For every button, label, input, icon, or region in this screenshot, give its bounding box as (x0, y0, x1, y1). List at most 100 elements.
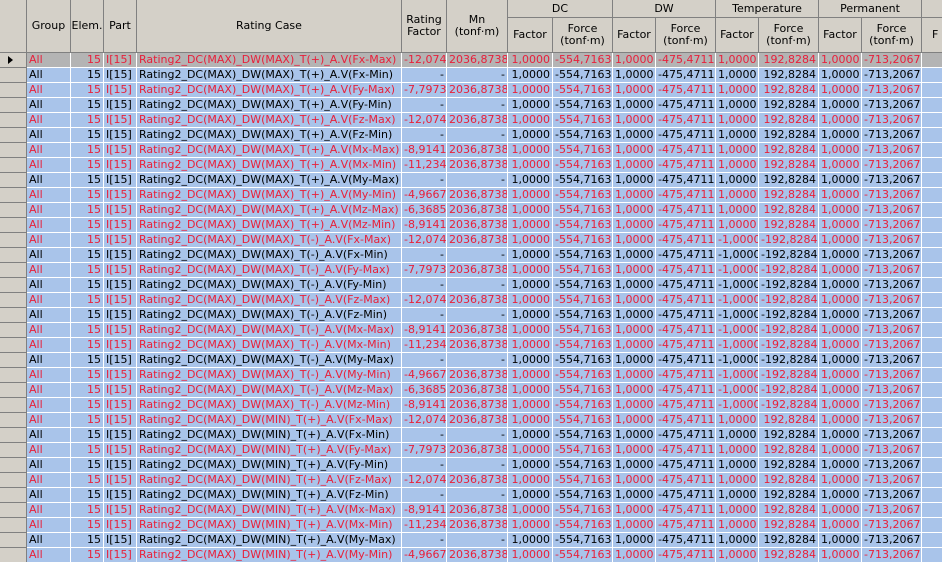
cell-rating-case[interactable]: Rating2_DC(MAX)_DW(MAX)_T(-)_A.V(Mx-Min) (137, 338, 402, 353)
cell-rating-case[interactable]: Rating2_DC(MAX)_DW(MAX)_T(+)_A.V(Fz-Max) (137, 113, 402, 128)
cell-group[interactable]: All (27, 173, 71, 188)
cell-mn[interactable]: 2036,8738 (447, 398, 508, 413)
cell-dw-factor[interactable]: 1,0000 (613, 83, 656, 98)
cell-next-partial[interactable] (922, 503, 942, 518)
cell-temperature-factor[interactable]: 1,0000 (716, 173, 759, 188)
cell-temperature-factor[interactable]: 1,0000 (716, 128, 759, 143)
cell-rating-case[interactable]: Rating2_DC(MAX)_DW(MIN)_T(+)_A.V(Mx-Min) (137, 518, 402, 533)
cell-dw-force[interactable]: -475,4711 (656, 308, 716, 323)
cell-permanent-force[interactable]: -713,2067 (862, 428, 922, 443)
cell-permanent-factor[interactable]: 1,0000 (819, 218, 862, 233)
cell-part[interactable]: I[15] (104, 518, 137, 533)
row-selector[interactable] (0, 83, 27, 98)
cell-permanent-factor[interactable]: 1,0000 (819, 398, 862, 413)
table-row[interactable]: All 15 I[15] Rating2_DC(MAX)_DW(MAX)_T(+)_A… (0, 143, 942, 158)
cell-elem[interactable]: 15 (71, 188, 104, 203)
cell-rating-case[interactable]: Rating2_DC(MAX)_DW(MAX)_T(+)_A.V(Fy-Max) (137, 83, 402, 98)
row-selector[interactable] (0, 218, 27, 233)
cell-dw-force[interactable]: -475,4711 (656, 548, 716, 562)
cell-next-partial[interactable] (922, 98, 942, 113)
cell-dc-force[interactable]: -554,7163 (553, 248, 613, 263)
cell-elem[interactable]: 15 (71, 233, 104, 248)
cell-mn[interactable]: - (447, 533, 508, 548)
cell-permanent-force[interactable]: -713,2067 (862, 128, 922, 143)
cell-next-partial[interactable] (922, 548, 942, 562)
cell-rating-case[interactable]: Rating2_DC(MAX)_DW(MIN)_T(+)_A.V(Fz-Max) (137, 473, 402, 488)
cell-rating-factor[interactable]: -12,074 (402, 413, 447, 428)
cell-temperature-force[interactable]: 192,8284 (759, 173, 819, 188)
cell-permanent-factor[interactable]: 1,0000 (819, 473, 862, 488)
table-row[interactable]: All 15 I[15] Rating2_DC(MAX)_DW(MAX)_T(-)_A… (0, 338, 942, 353)
cell-dw-factor[interactable]: 1,0000 (613, 53, 656, 68)
cell-dc-factor[interactable]: 1,0000 (508, 533, 553, 548)
cell-temperature-factor[interactable]: 1,0000 (716, 53, 759, 68)
cell-group[interactable]: All (27, 398, 71, 413)
cell-permanent-factor[interactable]: 1,0000 (819, 368, 862, 383)
col-header-elem[interactable]: Elem. (71, 0, 104, 53)
cell-mn[interactable]: - (447, 488, 508, 503)
cell-next-partial[interactable] (922, 278, 942, 293)
cell-rating-case[interactable]: Rating2_DC(MAX)_DW(MAX)_T(+)_A.V(Mz-Min) (137, 218, 402, 233)
cell-rating-case[interactable]: Rating2_DC(MAX)_DW(MAX)_T(+)_A.V(Fz-Min) (137, 128, 402, 143)
cell-mn[interactable]: 2036,8738 (447, 338, 508, 353)
row-selector[interactable] (0, 458, 27, 473)
cell-next-partial[interactable] (922, 323, 942, 338)
cell-temperature-force[interactable]: 192,8284 (759, 488, 819, 503)
cell-mn[interactable]: - (447, 248, 508, 263)
cell-rating-factor[interactable]: -11,234 (402, 158, 447, 173)
table-row[interactable]: All 15 I[15] Rating2_DC(MAX)_DW(MAX)_T(-)_A… (0, 278, 942, 293)
cell-dc-factor[interactable]: 1,0000 (508, 413, 553, 428)
cell-permanent-factor[interactable]: 1,0000 (819, 338, 862, 353)
cell-dw-force[interactable]: -475,4711 (656, 263, 716, 278)
table-row[interactable]: All 15 I[15] Rating2_DC(MAX)_DW(MAX)_T(-)_A… (0, 398, 942, 413)
cell-permanent-force[interactable]: -713,2067 (862, 488, 922, 503)
cell-next-partial[interactable] (922, 218, 942, 233)
cell-rating-factor[interactable]: -7,7973 (402, 443, 447, 458)
cell-permanent-factor[interactable]: 1,0000 (819, 323, 862, 338)
cell-next-partial[interactable] (922, 383, 942, 398)
row-selector[interactable] (0, 338, 27, 353)
cell-dw-force[interactable]: -475,4711 (656, 188, 716, 203)
cell-dc-factor[interactable]: 1,0000 (508, 368, 553, 383)
col-header-temperature-force[interactable]: Force (tonf·m) (759, 18, 819, 53)
cell-rating-factor[interactable]: - (402, 248, 447, 263)
table-row[interactable]: All 15 I[15] Rating2_DC(MAX)_DW(MAX)_T(+)_A… (0, 83, 942, 98)
cell-rating-case[interactable]: Rating2_DC(MAX)_DW(MAX)_T(+)_A.V(Fx-Min) (137, 68, 402, 83)
cell-part[interactable]: I[15] (104, 428, 137, 443)
cell-rating-factor[interactable]: - (402, 128, 447, 143)
cell-rating-factor[interactable]: -4,9667 (402, 548, 447, 562)
col-header-next-partial[interactable]: F (922, 18, 942, 53)
cell-dc-factor[interactable]: 1,0000 (508, 188, 553, 203)
cell-part[interactable]: I[15] (104, 188, 137, 203)
cell-next-partial[interactable] (922, 398, 942, 413)
cell-rating-factor[interactable]: - (402, 428, 447, 443)
cell-group[interactable]: All (27, 353, 71, 368)
cell-temperature-factor[interactable]: 1,0000 (716, 458, 759, 473)
cell-mn[interactable]: 2036,8738 (447, 323, 508, 338)
cell-temperature-factor[interactable]: -1,0000 (716, 383, 759, 398)
cell-temperature-force[interactable]: 192,8284 (759, 218, 819, 233)
cell-permanent-force[interactable]: -713,2067 (862, 143, 922, 158)
row-selector[interactable] (0, 263, 27, 278)
cell-permanent-force[interactable]: -713,2067 (862, 503, 922, 518)
cell-temperature-factor[interactable]: 1,0000 (716, 488, 759, 503)
table-row[interactable]: All 15 I[15] Rating2_DC(MAX)_DW(MAX)_T(-)_A… (0, 293, 942, 308)
cell-dw-factor[interactable]: 1,0000 (613, 488, 656, 503)
cell-temperature-factor[interactable]: 1,0000 (716, 548, 759, 562)
cell-group[interactable]: All (27, 308, 71, 323)
cell-group[interactable]: All (27, 128, 71, 143)
cell-next-partial[interactable] (922, 188, 942, 203)
cell-rating-case[interactable]: Rating2_DC(MAX)_DW(MAX)_T(-)_A.V(Fz-Min) (137, 308, 402, 323)
cell-temperature-factor[interactable]: -1,0000 (716, 263, 759, 278)
cell-permanent-factor[interactable]: 1,0000 (819, 233, 862, 248)
cell-rating-factor[interactable]: - (402, 488, 447, 503)
cell-mn[interactable]: 2036,8738 (447, 263, 508, 278)
cell-group[interactable]: All (27, 533, 71, 548)
cell-rating-factor[interactable]: -12,074 (402, 53, 447, 68)
row-selector[interactable] (0, 248, 27, 263)
cell-part[interactable]: I[15] (104, 233, 137, 248)
cell-rating-case[interactable]: Rating2_DC(MAX)_DW(MIN)_T(+)_A.V(Mx-Max) (137, 503, 402, 518)
cell-group[interactable]: All (27, 218, 71, 233)
cell-temperature-force[interactable]: 192,8284 (759, 473, 819, 488)
row-selector[interactable] (0, 143, 27, 158)
